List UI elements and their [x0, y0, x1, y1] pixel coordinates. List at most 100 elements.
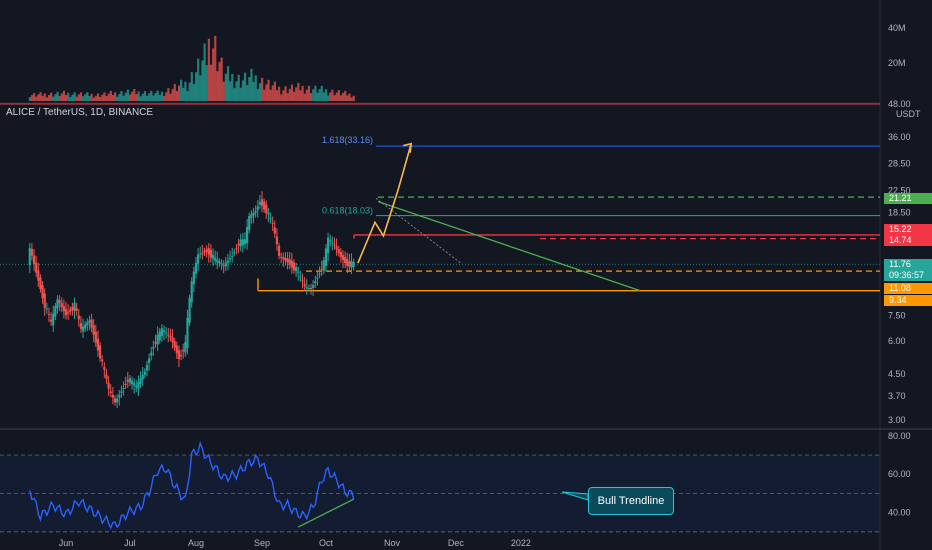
candle-body: [246, 227, 249, 244]
volume-bar: [352, 95, 355, 101]
candle-body: [167, 334, 170, 336]
candle-body: [98, 345, 102, 359]
x-tick-label-1: Jul: [124, 538, 136, 548]
candle-body: [124, 384, 127, 386]
candle-body: [49, 319, 53, 322]
candle-body: [290, 260, 293, 268]
candle-body: [335, 246, 338, 250]
volume-bar: [116, 96, 119, 101]
volume-bar: [84, 94, 87, 101]
volume-bar: [344, 90, 347, 101]
candle-body: [339, 252, 342, 258]
volume-bar: [246, 84, 249, 101]
candle-body: [228, 258, 232, 260]
candle-body: [194, 262, 198, 274]
candle-body: [192, 271, 195, 285]
candle-body: [92, 325, 95, 335]
candle-body: [352, 261, 355, 268]
candle-body: [101, 359, 104, 362]
candle-body: [271, 222, 274, 224]
volume-bar: [297, 82, 300, 101]
price-tag-support-lower: 9.34: [884, 295, 932, 306]
volume-bar: [160, 91, 164, 101]
candle-body: [224, 262, 227, 267]
volume-bar: [105, 96, 108, 101]
volume-axis-label-1: 40M: [888, 23, 906, 33]
candle-body: [141, 374, 144, 380]
candle-body: [322, 260, 325, 271]
volume-bar: [333, 95, 336, 101]
candle-body: [160, 328, 163, 337]
countdown-tag: 09:36:57: [884, 270, 932, 281]
candle-body: [175, 345, 178, 354]
volume-bar: [322, 92, 326, 101]
rsi-line: [29, 440, 355, 530]
candle-body: [30, 248, 34, 256]
volume-bar: [207, 38, 210, 101]
volume-bar: [192, 83, 196, 101]
volume-bar: [324, 89, 328, 101]
candle-body: [109, 391, 112, 394]
volume-bar: [303, 93, 306, 101]
volume-bar: [148, 93, 151, 101]
volume-bar: [120, 91, 123, 101]
candle-body: [226, 260, 230, 263]
volume-bar: [203, 43, 206, 101]
candle-body: [135, 385, 138, 388]
rsi-axis-label-0: 40.00: [888, 508, 911, 518]
candles: [28, 191, 355, 408]
volume-bar: [86, 92, 89, 101]
volume-bar: [252, 81, 255, 101]
volume-bar: [109, 90, 112, 101]
x-tick-label-4: Oct: [319, 538, 334, 548]
candle-body: [207, 247, 210, 255]
price-axis-label-12: 48.00: [888, 99, 911, 109]
candle-body: [275, 236, 279, 245]
candle-body: [205, 249, 208, 252]
candle-body: [171, 337, 174, 343]
volume-bar: [82, 96, 85, 101]
volume-bar: [131, 91, 134, 101]
candle-body: [299, 276, 302, 278]
volume-bar: [350, 97, 353, 101]
volume-bar: [152, 95, 155, 101]
volume-bar: [194, 72, 198, 101]
candle-body: [231, 255, 234, 257]
volume-bar: [190, 72, 193, 101]
price-axis-label-11: 36.00: [888, 132, 911, 142]
volume-bar: [47, 95, 51, 101]
x-tick-label-3: Sep: [254, 538, 270, 548]
volume-bar: [39, 92, 42, 101]
candle-body: [84, 324, 87, 329]
x-tick-label-0: Jun: [59, 538, 74, 548]
volume-bar: [346, 95, 349, 101]
candle-body: [32, 255, 36, 264]
volume-bar: [301, 85, 304, 101]
candle-body: [182, 350, 185, 352]
price-axis-label-1: 3.70: [888, 391, 906, 401]
candle-body: [90, 319, 93, 328]
volume-bar: [58, 95, 61, 101]
candle-body: [331, 242, 334, 244]
volume-bar: [62, 90, 66, 101]
rsi-axis-label-1: 60.00: [888, 469, 911, 479]
volume-bar: [341, 92, 345, 101]
candle-body: [188, 298, 191, 323]
candle-body: [277, 246, 281, 256]
volume-bar: [45, 97, 49, 101]
volume-bar: [156, 90, 159, 101]
candle-body: [314, 281, 317, 284]
volume-bar: [182, 87, 185, 101]
x-tick-label-5: Nov: [384, 538, 401, 548]
candle-body: [105, 374, 108, 379]
candle-body: [52, 313, 55, 326]
price-tag-support-upper: 11.08: [884, 283, 932, 294]
candle-body: [344, 257, 347, 263]
candle-body: [169, 335, 172, 338]
volume-bar: [237, 74, 240, 101]
candle-body: [263, 201, 266, 210]
projection-arrowhead: [402, 142, 413, 153]
candle-body: [145, 364, 149, 371]
volume-bar: [320, 85, 323, 101]
